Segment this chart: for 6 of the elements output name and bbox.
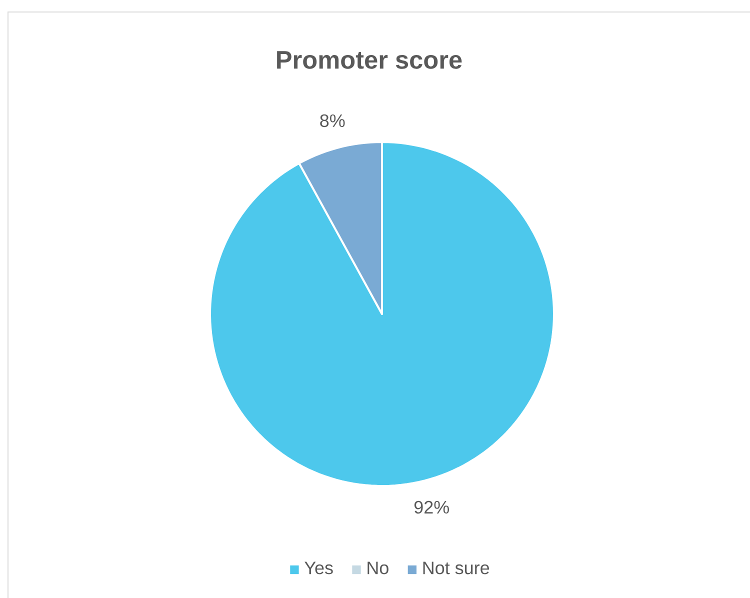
data-label: 8% xyxy=(320,114,345,128)
data-label: 92% xyxy=(414,500,449,514)
chart-title: Promoter score xyxy=(277,51,462,69)
legend-label: No xyxy=(368,562,388,574)
legend-label: Not sure xyxy=(423,562,490,574)
legend-label: Yes xyxy=(304,562,333,574)
